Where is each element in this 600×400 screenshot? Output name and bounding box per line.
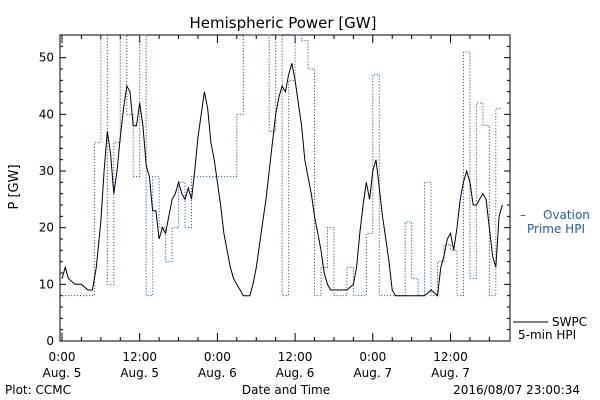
legend-swpc-label-2: 5-min HPI [518,328,576,342]
footer-left: Plot: CCMC [5,383,71,397]
y-tick-label: 20 [39,221,54,235]
y-tick-label: 40 [39,107,54,121]
y-tick-label: 50 [39,51,54,65]
legend-ovation-marker: – [520,208,526,222]
y-axis-label: P [GW] [7,164,22,209]
x-ticks: 0:00 Aug. 5 12:00 Aug. 5 0:00 Aug. 6 12:00 Aug.… [43,35,490,380]
legend-ovation: – Ovation Prime HPI [520,208,590,236]
legend-ovation-label-2: Prime HPI [527,222,585,236]
x-tick-label-date: Aug. 5 [120,366,159,380]
legend-swpc: SWPC 5-min HPI [513,315,587,342]
x-tick-label-date: Aug. 7 [353,366,392,380]
x-tick-label-time: 12:00 [278,350,313,364]
x-tick-label-time: 0:00 [49,350,76,364]
series-swpc-line [61,63,503,297]
y-tick-label: 0 [46,334,54,348]
y-ticks: 0 10 20 30 40 50 [39,34,510,348]
footer-right: 2016/08/07 23:00:34 [453,383,580,397]
x-tick-label-date: Aug. 6 [276,366,315,380]
x-tick-label-date: Aug. 6 [198,366,237,380]
legend-ovation-label-1: Ovation [543,208,590,222]
series-layer [61,34,503,297]
x-tick-label-date: Aug. 7 [431,366,470,380]
x-tick-label-time: 0:00 [204,350,231,364]
y-tick-label: 30 [39,164,54,178]
x-tick-label-time: 12:00 [122,350,157,364]
series-ovation-line [62,34,503,297]
plot-frame [59,34,511,342]
x-tick-label-time: 12:00 [433,350,468,364]
legend-swpc-label-1: SWPC [552,315,587,329]
x-tick-label-time: 0:00 [359,350,386,364]
chart-title: Hemispheric Power [GW] [190,14,377,32]
x-tick-label-date: Aug. 5 [43,366,82,380]
x-axis-label: Date and Time [242,383,330,397]
y-tick-label: 10 [39,277,54,291]
